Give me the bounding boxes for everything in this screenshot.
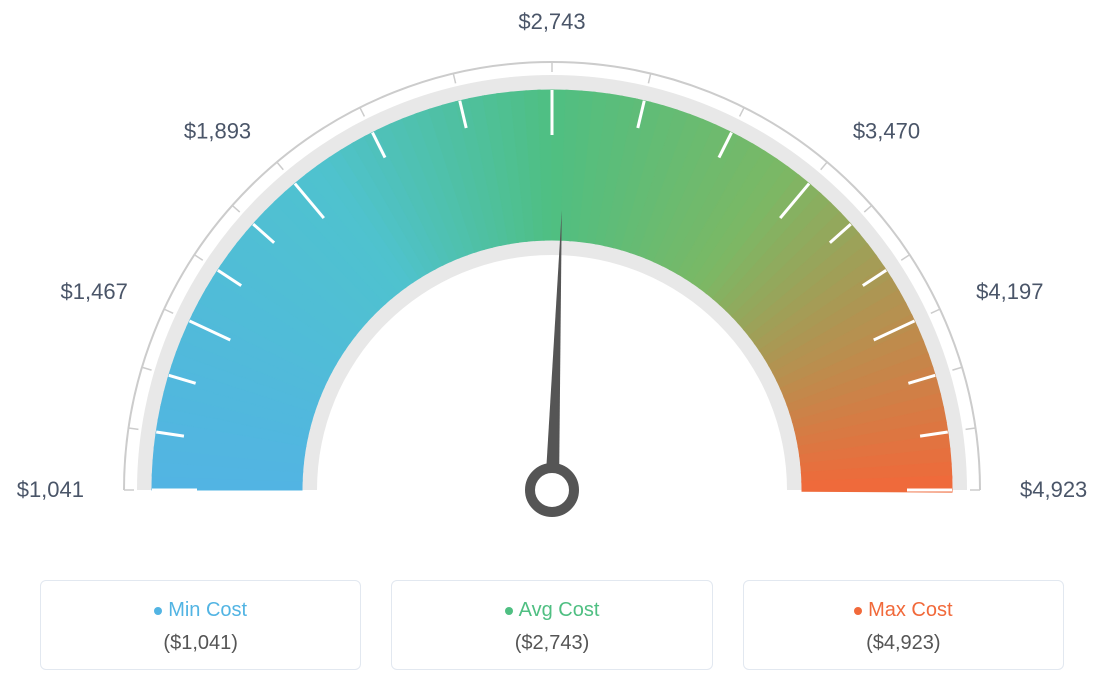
avg-cost-card: Avg Cost ($2,743) [391,580,712,670]
min-cost-label: Min Cost [168,599,247,621]
gauge-area: $1,041 $1,467 $1,893 $2,743 $3,470 $4,197 $4,9… [0,0,1104,560]
dot-icon [854,607,862,615]
avg-cost-title: Avg Cost [404,599,699,622]
avg-cost-label: Avg Cost [519,599,600,621]
gauge-tick-label: $1,041 [17,477,84,502]
min-cost-title: Min Cost [53,599,348,622]
dot-icon [505,607,513,615]
gauge-tick-label: $4,197 [976,279,1043,304]
max-cost-label: Max Cost [868,599,952,621]
gauge-tick-label: $3,470 [853,118,920,143]
gauge-tick-label: $1,893 [184,118,251,143]
gauge-tick-label: $4,923 [1020,477,1087,502]
gauge-svg: $1,041 $1,467 $1,893 $2,743 $3,470 $4,197 $4,9… [0,0,1104,560]
summary-cards: Min Cost ($1,041) Avg Cost ($2,743) Max … [40,580,1064,670]
dot-icon [154,607,162,615]
cost-gauge-chart: $1,041 $1,467 $1,893 $2,743 $3,470 $4,197 $4,9… [0,0,1104,690]
max-cost-title: Max Cost [756,599,1051,622]
max-cost-value: ($4,923) [756,632,1051,655]
gauge-tick-label: $1,467 [61,279,128,304]
min-cost-value: ($1,041) [53,632,348,655]
avg-cost-value: ($2,743) [404,632,699,655]
gauge-tick-label: $2,743 [518,9,585,34]
min-cost-card: Min Cost ($1,041) [40,580,361,670]
max-cost-card: Max Cost ($4,923) [743,580,1064,670]
